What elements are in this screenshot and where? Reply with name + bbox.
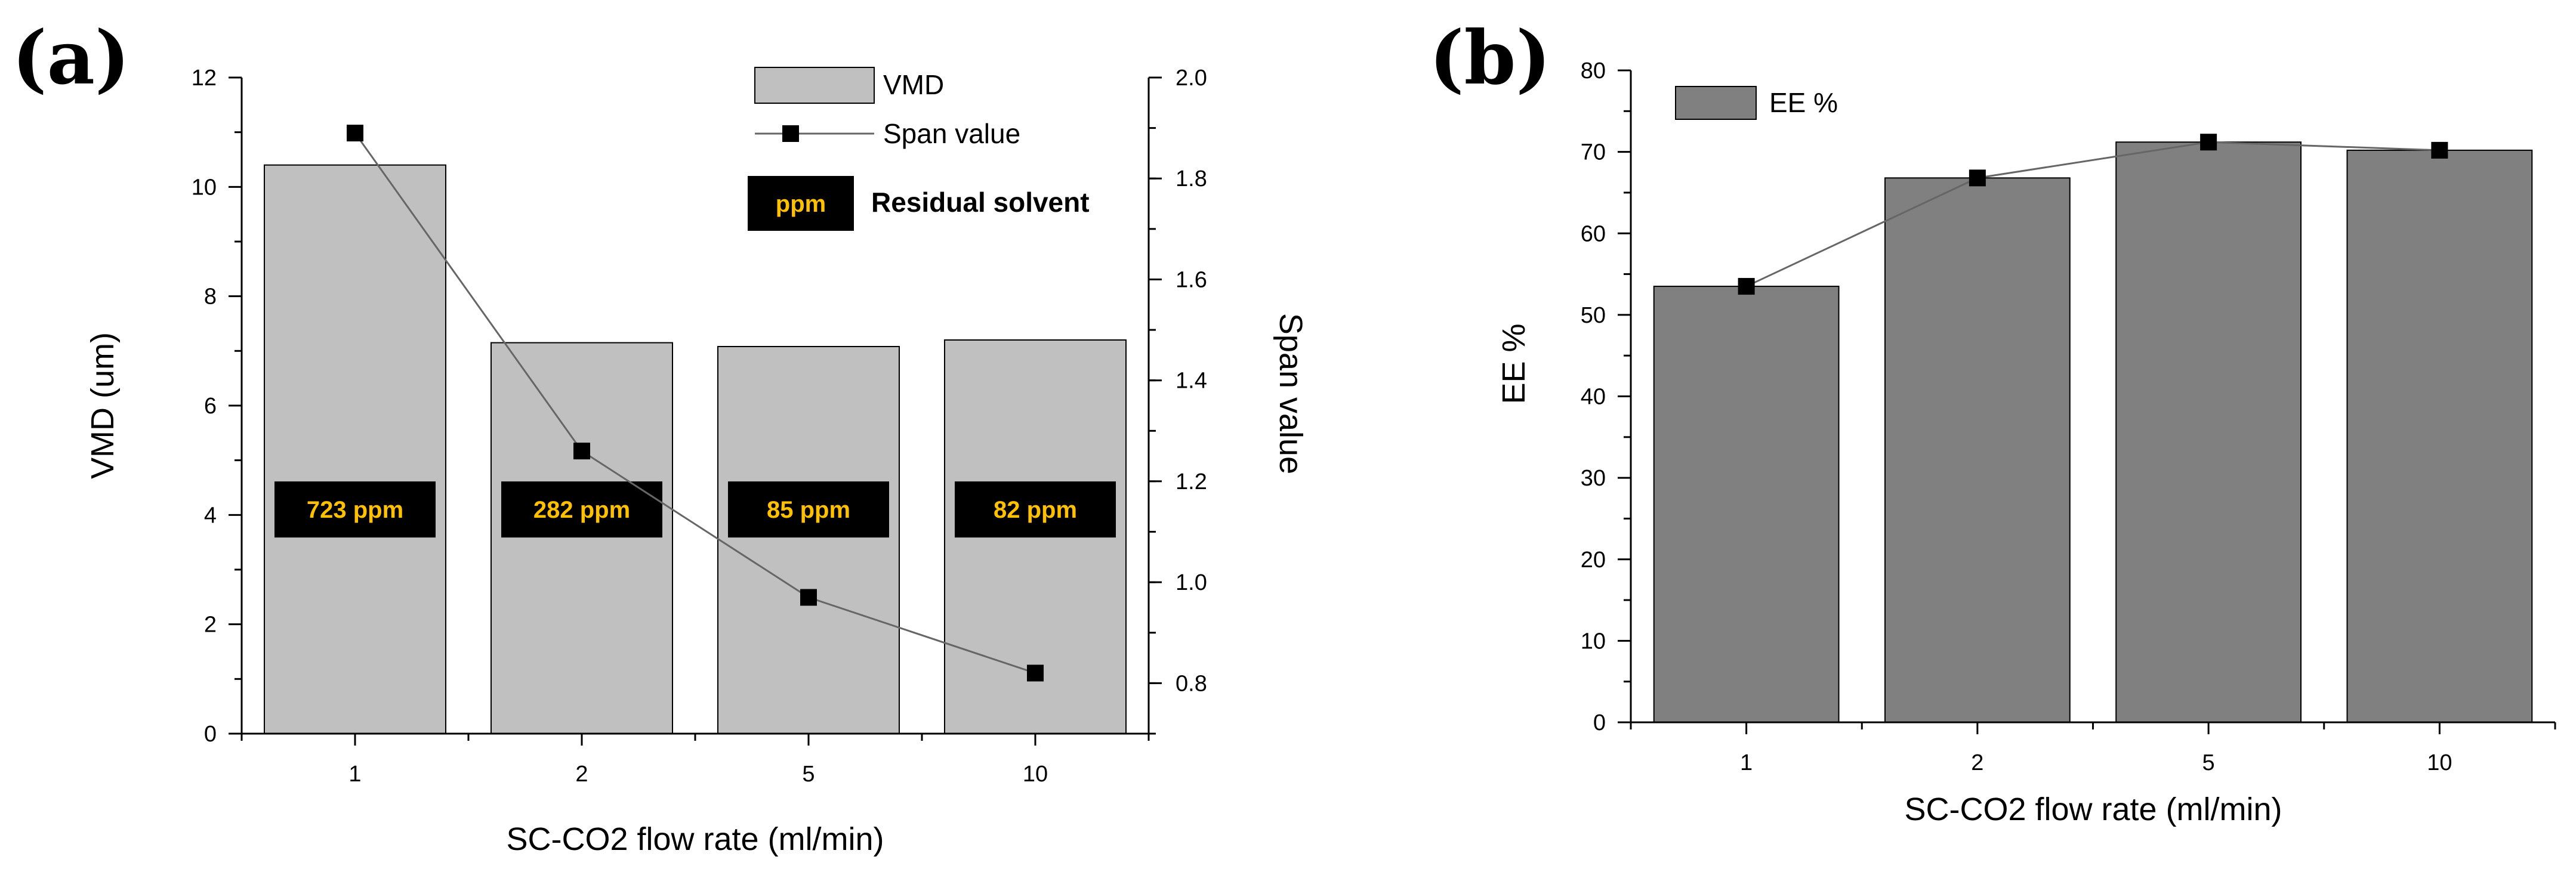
b-x-tick-label: 10 <box>2427 750 2452 775</box>
b-line-group <box>1738 134 2448 295</box>
b-ee-marker <box>1738 278 1755 295</box>
a-x-tick-label: 2 <box>575 762 588 787</box>
a-y2-ticks: 0.8 1.0 1.2 1.4 1.6 1.8 2.0 <box>1149 66 1207 735</box>
a-x-tick-label: 10 <box>1023 762 1048 787</box>
b-y-tick-label: 0 <box>1593 710 1606 735</box>
a-y-tick-label: 0 <box>204 722 217 747</box>
b-ee-line <box>1745 141 2440 287</box>
a-span-marker <box>347 125 363 142</box>
a-legend-residual-label: Residual solvent <box>871 187 1090 218</box>
a-span-line-group <box>347 125 1044 682</box>
a-ppm-label: 85 ppm <box>767 497 850 523</box>
a-y-tick-label: 12 <box>192 66 217 91</box>
b-legend-ee-label: EE % <box>1769 87 1838 118</box>
panel-label-a: (a) <box>12 15 130 101</box>
a-legend-ppm-box <box>748 176 854 231</box>
a-y-axis-title: VMD (um) <box>85 332 121 479</box>
a-ppm-box <box>274 481 436 538</box>
a-y-tick-label: 4 <box>204 503 217 528</box>
b-x-tick-label: 1 <box>1740 750 1753 775</box>
a-legend: VMD Span value ppm Residual solvent <box>748 67 1090 231</box>
a-ppm-label: 723 ppm <box>307 497 403 523</box>
b-ee-marker <box>2200 134 2217 151</box>
a-y-tick-label: 8 <box>204 285 217 310</box>
b-x-tick-label: 2 <box>1971 750 1983 775</box>
a-y2-tick-label: 2.0 <box>1176 66 1207 91</box>
chart-b: 0 10 20 30 40 50 60 70 80 1 2 5 10 SC-CO2 flow rate… <box>1496 58 2556 827</box>
b-y-axis-title: EE % <box>1496 323 1532 404</box>
a-legend-ppm-box-text: ppm <box>776 191 826 217</box>
a-ppm-label: 282 ppm <box>533 497 630 523</box>
a-ppm-annotations: 723 ppm 282 ppm 85 ppm 82 ppm <box>274 481 1116 538</box>
b-y-tick-label: 40 <box>1581 385 1606 410</box>
a-y-tick-label: 6 <box>204 394 217 419</box>
b-ee-bar <box>2346 149 2533 723</box>
a-legend-vmd-swatch <box>754 67 875 104</box>
a-y2-tick-label: 1.0 <box>1176 570 1207 595</box>
b-ee-marker <box>2431 141 2448 159</box>
a-y2-tick-label: 1.2 <box>1176 469 1207 494</box>
b-legend-ee-swatch <box>1675 86 1757 120</box>
a-bar-group <box>264 164 1127 734</box>
a-x-ticks: 1 2 5 10 <box>240 734 1150 787</box>
b-y-tick-label: 30 <box>1581 466 1606 491</box>
a-y2-tick-label: 1.6 <box>1176 267 1207 292</box>
a-x-tick-label: 5 <box>802 762 815 787</box>
b-bar-group <box>1653 141 2533 724</box>
a-y2-tick-label: 1.8 <box>1176 166 1207 191</box>
a-x-axis-title: SC-CO2 flow rate (ml/min) <box>506 821 884 857</box>
a-y2-tick-label: 1.4 <box>1176 369 1207 394</box>
a-y2-tick-label: 0.8 <box>1176 671 1207 696</box>
b-x-tick-label: 5 <box>2202 750 2215 775</box>
b-y-tick-label: 80 <box>1581 58 1606 84</box>
a-span-marker <box>800 589 817 606</box>
a-x-tick-label: 1 <box>348 762 361 787</box>
a-ppm-box <box>501 481 662 538</box>
b-y-tick-label: 20 <box>1581 548 1606 573</box>
b-y-tick-label: 60 <box>1581 221 1606 246</box>
b-ee-marker <box>1969 169 1986 187</box>
a-y-ticks: 0 2 4 6 8 10 12 <box>192 66 242 747</box>
a-vmd-bar <box>264 164 446 734</box>
a-span-marker <box>573 443 590 460</box>
b-legend: EE % <box>1675 86 1838 120</box>
b-y-tick-label: 50 <box>1581 303 1606 328</box>
panel-label-b: (b) <box>1429 15 1551 101</box>
b-y-ticks: 0 10 20 30 40 50 60 70 80 <box>1581 58 1631 735</box>
a-legend-span-marker <box>782 125 799 142</box>
b-ee-bar <box>1653 286 1840 723</box>
a-vmd-bar <box>717 346 900 734</box>
b-ee-bar <box>2115 141 2302 724</box>
a-ppm-box <box>728 481 889 538</box>
a-legend-span-label: Span value <box>883 118 1020 149</box>
b-y-tick-label: 10 <box>1581 629 1606 654</box>
a-span-line <box>354 132 1036 674</box>
a-y-tick-label: 2 <box>204 613 217 638</box>
a-y-tick-label: 10 <box>192 175 217 200</box>
a-ppm-label: 82 ppm <box>994 497 1077 523</box>
b-y-tick-label: 70 <box>1581 140 1606 165</box>
b-x-ticks: 1 2 5 10 <box>1630 722 2556 775</box>
a-span-marker <box>1027 664 1044 682</box>
a-legend-vmd-label: VMD <box>883 69 944 100</box>
b-x-axis-title: SC-CO2 flow rate (ml/min) <box>1904 791 2282 827</box>
a-ppm-box <box>955 481 1116 538</box>
a-y2-axis-title: Span value <box>1273 313 1309 474</box>
b-ee-bar <box>1884 177 2071 724</box>
a-vmd-bar <box>490 342 673 734</box>
